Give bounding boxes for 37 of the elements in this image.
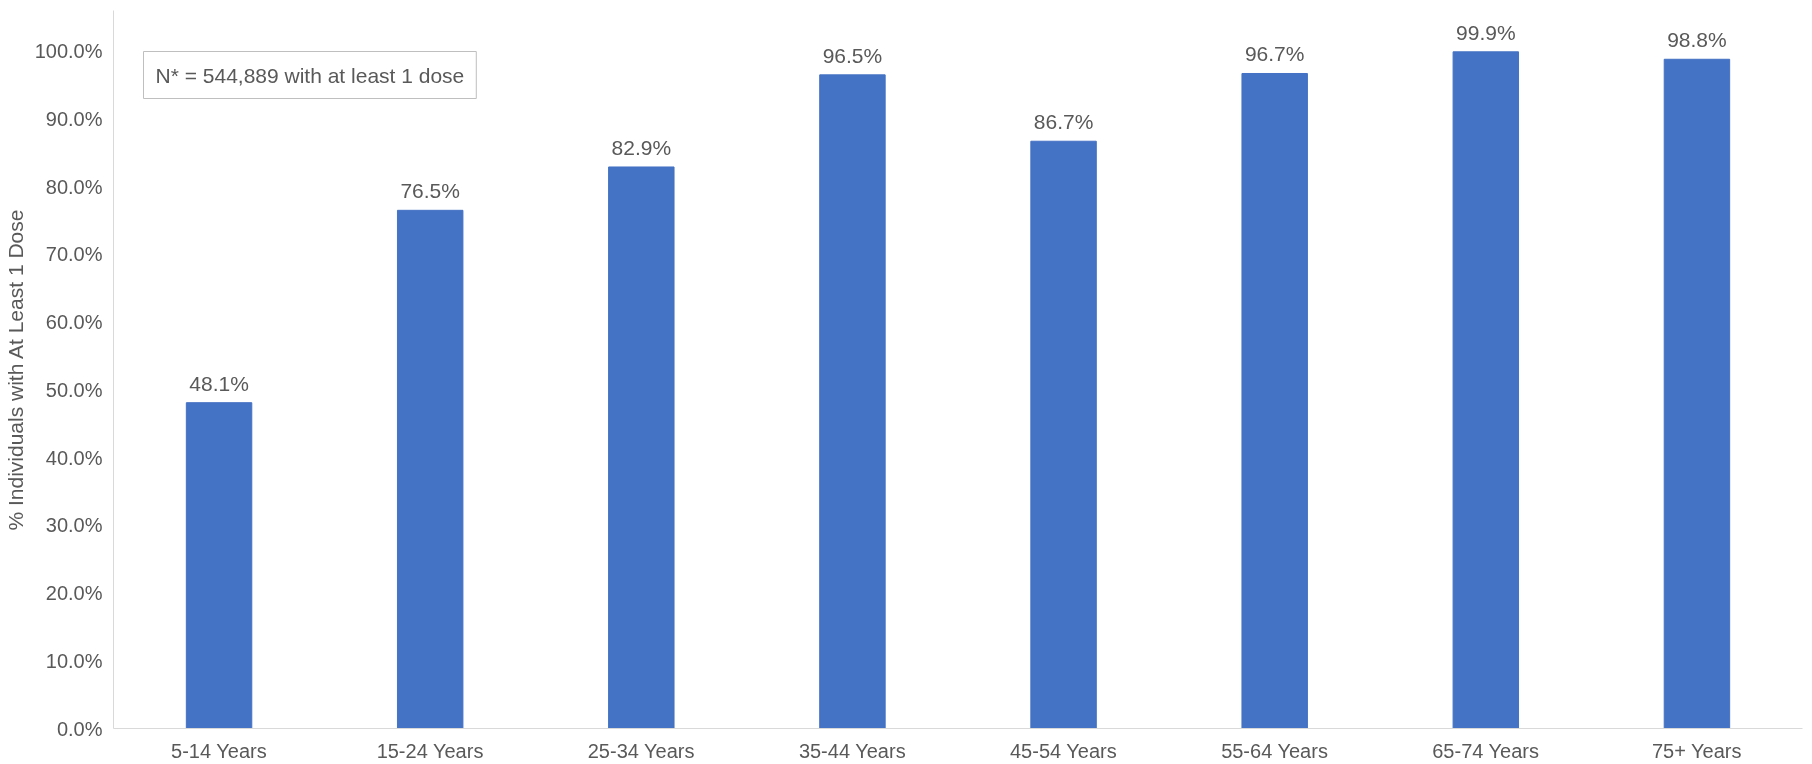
bar [819, 74, 886, 729]
data-label: 48.1% [189, 371, 249, 395]
bar [1241, 72, 1308, 729]
y-tick-label: 10.0% [45, 649, 103, 672]
annotation: N* = 544,889 with at least 1 dose [155, 63, 465, 87]
y-tick-label: 70.0% [45, 243, 103, 266]
bar [1030, 140, 1097, 729]
x-tick-label: 55-64 Years [1221, 739, 1328, 762]
y-tick-label: 30.0% [45, 514, 103, 537]
bar [1663, 58, 1731, 729]
data-label: 99.9% [1456, 20, 1516, 44]
bar [185, 402, 253, 729]
y-tick-label: 20.0% [45, 582, 103, 605]
data-label: 76.5% [400, 179, 460, 203]
y-axis-title: % Individuals with At Least 1 Dose [3, 209, 27, 531]
y-tick-label: 100.0% [34, 40, 103, 63]
x-tick-label: 45-54 Years [1010, 739, 1117, 762]
data-label: 82.9% [611, 135, 672, 159]
data-label: 86.7% [1033, 110, 1094, 134]
data-label: 98.8% [1667, 28, 1727, 52]
y-tick-label: 0.0% [56, 717, 103, 740]
x-tick-label: 65-74 Years [1432, 739, 1540, 762]
y-tick-label: 50.0% [45, 378, 103, 401]
data-label: 96.5% [822, 43, 883, 67]
bar [396, 209, 464, 729]
x-tick-label: 25-34 Years [587, 739, 695, 762]
x-tick-label: 5-14 Years [171, 739, 267, 762]
data-label: 96.7% [1244, 42, 1305, 66]
y-tick-label: 40.0% [45, 446, 103, 469]
y-tick-label: 60.0% [45, 311, 103, 334]
x-tick-label: 15-24 Years [376, 739, 484, 762]
x-tick-label: 35-44 Years [798, 739, 906, 762]
bar [1452, 51, 1520, 729]
y-tick-label: 80.0% [45, 175, 103, 198]
x-tick-label: 75+ Years [1651, 739, 1742, 762]
y-tick-label: 90.0% [45, 107, 103, 130]
bar [608, 166, 675, 729]
